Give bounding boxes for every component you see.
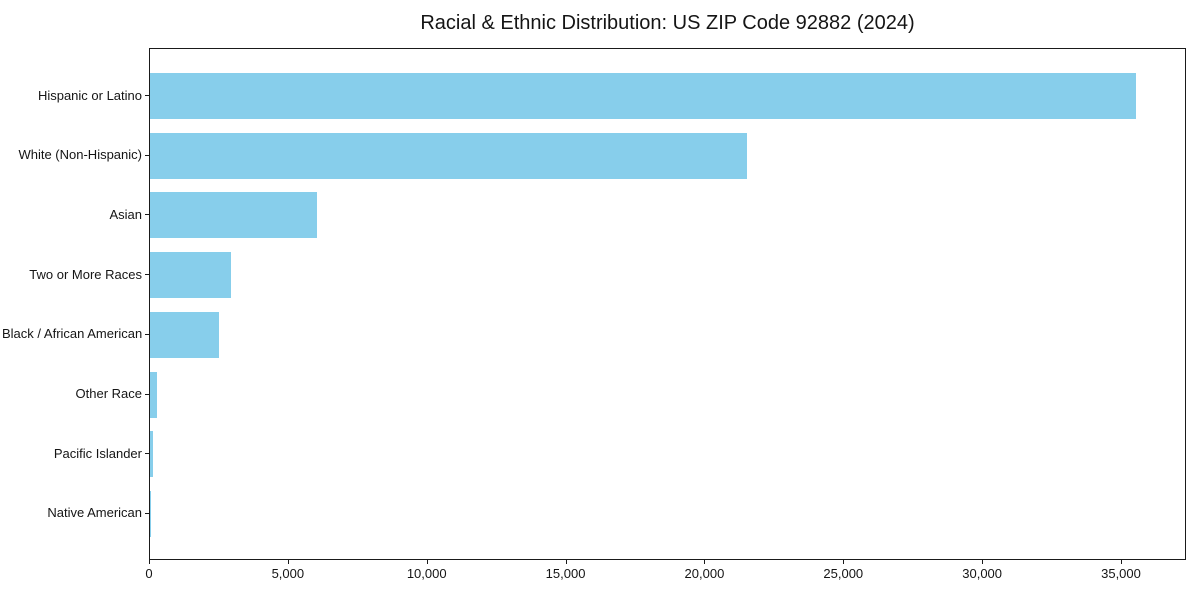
y-tick-mark <box>145 154 149 156</box>
x-tick-label: 30,000 <box>962 566 1003 581</box>
x-tick-mark <box>843 560 845 564</box>
chart-title: Racial & Ethnic Distribution: US ZIP Cod… <box>420 12 915 34</box>
y-tick-mark <box>145 95 149 97</box>
x-tick-mark <box>287 560 289 564</box>
y-tick-mark <box>145 512 149 514</box>
x-tick-mark <box>1121 560 1122 564</box>
y-tick-label: White (Non-Hispanic) <box>18 147 142 163</box>
y-tick-mark <box>145 453 149 455</box>
y-tick-mark <box>145 393 149 395</box>
y-tick-mark <box>145 333 149 335</box>
bar-hispanic-or-latino <box>150 73 1136 120</box>
y-tick-label: Asian <box>109 206 142 222</box>
y-tick-label: Pacific Islander <box>53 445 142 461</box>
x-tick-mark <box>426 560 428 564</box>
x-tick-label: 20,000 <box>684 566 725 581</box>
y-tick-label: Other Race <box>75 386 142 401</box>
y-tick-mark <box>145 214 149 216</box>
x-tick-label: 15,000 <box>545 566 586 581</box>
x-tick-label: 5,000 <box>271 566 305 581</box>
y-tick-label: Hispanic or Latino <box>37 87 142 103</box>
plot-area <box>149 48 1186 560</box>
y-tick-label: Native American <box>47 505 142 521</box>
x-tick-mark <box>149 560 150 564</box>
x-tick-label: 0 <box>145 566 153 581</box>
y-tick-mark <box>145 274 149 276</box>
x-tick-label: 10,000 <box>406 566 447 581</box>
x-tick-mark <box>982 560 984 564</box>
x-tick-mark <box>704 560 706 564</box>
bar-white-non-hispanic <box>150 132 748 179</box>
bar-native-american <box>150 490 152 537</box>
bar-asian <box>150 192 317 239</box>
bar-other-race <box>150 371 157 418</box>
x-tick-label: 35,000 <box>1101 566 1141 581</box>
x-tick-label: 25,000 <box>823 566 864 581</box>
bar-black-african-american <box>150 311 220 358</box>
y-tick-label: Black / African American <box>2 326 143 342</box>
bar-pacific-islander <box>150 431 153 478</box>
bar-two-or-more-races <box>150 252 231 299</box>
y-tick-label: Two or More Races <box>29 266 142 282</box>
x-tick-mark <box>565 560 567 564</box>
